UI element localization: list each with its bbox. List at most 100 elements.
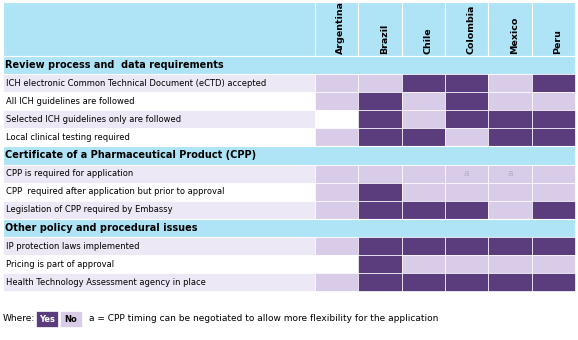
Bar (358, 2, 402, 56)
Bar (3, 2, 315, 56)
Bar (358, 255, 402, 273)
Text: a = CPP timing can be negotiated to allow more flexibility for the application: a = CPP timing can be negotiated to allo… (89, 314, 438, 323)
Bar (532, 165, 575, 183)
Bar (445, 183, 488, 201)
Bar (315, 165, 358, 183)
Bar (488, 165, 532, 183)
Bar (532, 237, 575, 255)
Text: Selected ICH guidelines only are followed: Selected ICH guidelines only are followe… (6, 115, 181, 124)
Bar (60, 311, 82, 327)
Bar (488, 2, 532, 56)
Bar (532, 110, 575, 128)
Bar (402, 273, 445, 291)
Bar (532, 201, 575, 219)
Text: Yes: Yes (39, 315, 55, 324)
Bar (358, 183, 402, 201)
Bar (532, 183, 575, 201)
Text: Health Technology Assessment agency in place: Health Technology Assessment agency in p… (6, 277, 206, 287)
Bar (488, 128, 532, 146)
Text: IP protection laws implemented: IP protection laws implemented (6, 242, 139, 251)
Text: Mexico: Mexico (510, 17, 519, 54)
Bar (358, 128, 402, 146)
Bar (315, 255, 358, 273)
Bar (402, 74, 445, 92)
Bar (488, 237, 532, 255)
Bar (532, 92, 575, 110)
Bar (445, 2, 488, 56)
Bar (402, 237, 445, 255)
Bar (532, 2, 575, 56)
Bar (532, 273, 575, 291)
Bar (445, 128, 488, 146)
Bar (402, 92, 445, 110)
Bar (3, 255, 315, 273)
Text: Other policy and procedural issues: Other policy and procedural issues (5, 223, 198, 233)
Bar (315, 237, 358, 255)
Text: Peru: Peru (553, 29, 562, 54)
Text: Colombia: Colombia (466, 5, 476, 54)
Bar (445, 92, 488, 110)
Bar (402, 110, 445, 128)
Bar (532, 74, 575, 92)
Bar (3, 183, 315, 201)
Bar (358, 237, 402, 255)
Text: ICH electronic Common Technical Document (eCTD) accepted: ICH electronic Common Technical Document… (6, 79, 266, 88)
Bar (445, 74, 488, 92)
Bar (402, 128, 445, 146)
Bar (315, 201, 358, 219)
Text: CPP is required for application: CPP is required for application (6, 169, 133, 178)
Bar (3, 201, 315, 219)
Bar (358, 201, 402, 219)
Text: Certificate of a Pharmaceutical Product (CPP): Certificate of a Pharmaceutical Product … (5, 151, 256, 160)
Bar (488, 110, 532, 128)
Bar (488, 183, 532, 201)
Bar (488, 201, 532, 219)
Bar (315, 183, 358, 201)
Text: a: a (507, 169, 513, 178)
Bar (488, 273, 532, 291)
Bar (402, 165, 445, 183)
Bar (3, 146, 575, 165)
Bar (358, 110, 402, 128)
Text: Where:: Where: (3, 314, 35, 323)
Bar (445, 255, 488, 273)
Bar (3, 56, 575, 74)
Text: Review process and  data requirements: Review process and data requirements (5, 60, 224, 70)
Bar (36, 311, 58, 327)
Bar (3, 110, 315, 128)
Bar (3, 92, 315, 110)
Text: Local clinical testing required: Local clinical testing required (6, 133, 129, 142)
Text: Argentina: Argentina (336, 1, 346, 54)
Bar (3, 128, 315, 146)
Text: Legislation of CPP required by Embassy: Legislation of CPP required by Embassy (6, 205, 172, 214)
Bar (358, 92, 402, 110)
Text: Brazil: Brazil (380, 24, 389, 54)
Bar (445, 110, 488, 128)
Bar (358, 165, 402, 183)
Bar (445, 273, 488, 291)
Bar (445, 237, 488, 255)
Bar (315, 128, 358, 146)
Text: All ICH guidelines are followed: All ICH guidelines are followed (6, 97, 134, 106)
Bar (402, 255, 445, 273)
Bar (315, 92, 358, 110)
Bar (358, 273, 402, 291)
Bar (3, 237, 315, 255)
Bar (445, 165, 488, 183)
Bar (488, 74, 532, 92)
Text: No: No (65, 315, 77, 324)
Bar (402, 201, 445, 219)
Bar (3, 165, 315, 183)
Text: Pricing is part of approval: Pricing is part of approval (6, 259, 114, 269)
Bar (488, 255, 532, 273)
Bar (402, 183, 445, 201)
Bar (3, 219, 575, 237)
Bar (532, 128, 575, 146)
Text: CPP  required after application but prior to approval: CPP required after application but prior… (6, 187, 224, 196)
Bar (315, 74, 358, 92)
Bar (532, 255, 575, 273)
Text: a: a (464, 169, 469, 178)
Bar (315, 2, 358, 56)
Bar (3, 74, 315, 92)
Bar (488, 92, 532, 110)
